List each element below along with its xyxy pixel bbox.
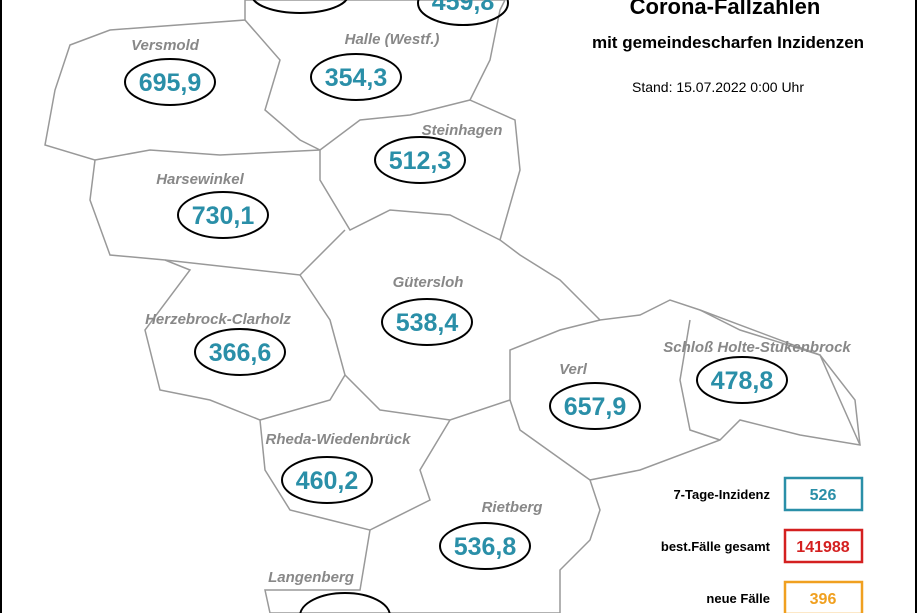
border <box>509 399 591 481</box>
value-oval <box>381 298 473 346</box>
region-value: 459,8 <box>432 0 495 16</box>
region-name: Langenberg <box>268 569 354 586</box>
region-name: Halle (Westf.) <box>345 31 440 48</box>
region-name: Rietberg <box>482 499 543 516</box>
region-name: Gütersloh <box>393 274 464 291</box>
value-oval <box>194 328 286 376</box>
border <box>244 19 321 151</box>
border <box>679 319 721 441</box>
value-oval <box>177 191 269 239</box>
legend-value: 141988 <box>796 539 849 556</box>
region-value: 538,4 <box>396 309 459 337</box>
region-name: Versmold <box>131 37 200 54</box>
stand: Stand: 15.07.2022 0:00 Uhr <box>632 79 804 95</box>
title: Corona-Fallzahlen <box>630 0 821 19</box>
legend-label: best.Fälle gesamt <box>661 539 771 554</box>
value-oval <box>281 456 373 504</box>
region-value: 478,8 <box>711 367 774 395</box>
legend-value: 396 <box>810 591 837 608</box>
value-oval <box>439 522 531 570</box>
legend-box <box>783 476 864 512</box>
region-name: Schloß Holte-Stukenbrock <box>663 339 851 356</box>
region-value: 657,9 <box>564 393 627 421</box>
legend-value: 526 <box>810 487 837 504</box>
border <box>369 419 451 531</box>
value-oval <box>417 0 509 26</box>
value-oval <box>252 0 348 14</box>
region-name: Harsewinkel <box>156 171 244 188</box>
value-oval <box>374 136 466 184</box>
legend-label: 7-Tage-Inzidenz <box>673 487 770 502</box>
legend-label: neue Fälle <box>706 591 770 606</box>
region-borders <box>44 0 861 613</box>
value-oval <box>310 53 402 101</box>
region-value: 354,3 <box>325 64 388 92</box>
region-name: Steinhagen <box>422 122 503 139</box>
region-value: 730,1 <box>192 202 255 230</box>
region-value: 460,2 <box>296 467 359 495</box>
value-oval <box>299 592 391 613</box>
region-name: Verl <box>559 361 588 378</box>
region-value: 536,8 <box>454 533 517 561</box>
value-oval <box>124 58 216 106</box>
value-oval <box>549 382 641 430</box>
border <box>699 309 861 446</box>
legend-box <box>783 528 864 564</box>
region-value: 512,3 <box>389 147 452 175</box>
value-oval <box>696 356 788 404</box>
region-value: 366,6 <box>209 339 272 367</box>
region-name: Rheda-Wiedenbrück <box>266 431 412 448</box>
legend-box <box>783 580 864 613</box>
region-value: 695,9 <box>139 69 202 97</box>
subtitle: mit gemeindescharfen Inzidenzen <box>592 33 864 52</box>
region-name: Herzebrock-Clarholz <box>145 311 291 328</box>
border <box>319 150 501 241</box>
